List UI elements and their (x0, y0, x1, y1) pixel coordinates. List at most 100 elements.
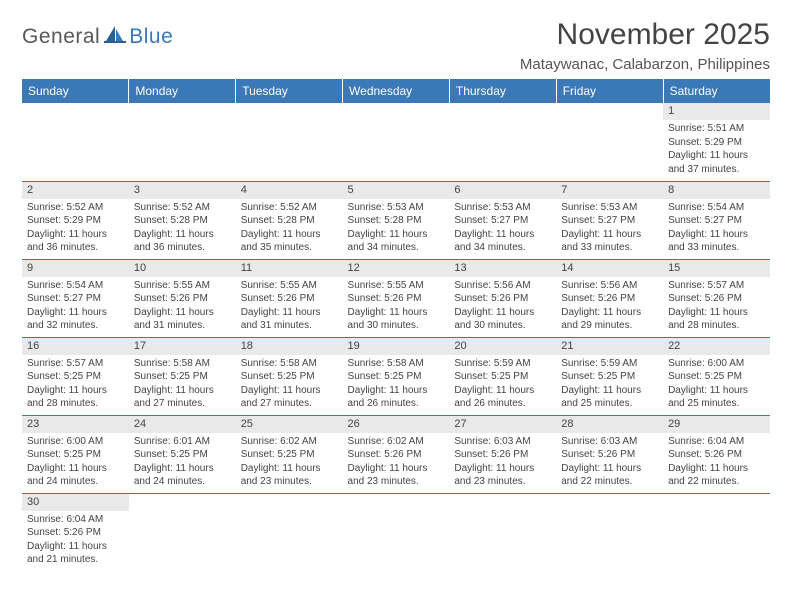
empty-cell (449, 103, 556, 181)
day-details: Sunrise: 6:04 AMSunset: 5:26 PMDaylight:… (663, 433, 770, 492)
weekday-header: Friday (556, 79, 663, 103)
day-number: 11 (236, 260, 343, 277)
day-details: Sunrise: 5:53 AMSunset: 5:27 PMDaylight:… (449, 199, 556, 258)
day-number: 24 (129, 416, 236, 433)
day-number: 25 (236, 416, 343, 433)
empty-cell (129, 103, 236, 181)
calendar-row: 30Sunrise: 6:04 AMSunset: 5:26 PMDayligh… (22, 493, 770, 571)
calendar-row: 9Sunrise: 5:54 AMSunset: 5:27 PMDaylight… (22, 259, 770, 337)
day-number: 19 (343, 338, 450, 355)
location-text: Mataywanac, Calabarzon, Philippines (520, 56, 770, 73)
empty-cell (129, 493, 236, 571)
day-number: 7 (556, 182, 663, 199)
header: General Blue November 2025 Mataywanac, C… (22, 18, 770, 73)
day-cell: 30Sunrise: 6:04 AMSunset: 5:26 PMDayligh… (22, 493, 129, 571)
day-details: Sunrise: 5:52 AMSunset: 5:28 PMDaylight:… (129, 199, 236, 258)
weekday-header: Tuesday (236, 79, 343, 103)
day-details: Sunrise: 5:53 AMSunset: 5:28 PMDaylight:… (343, 199, 450, 258)
weekday-header: Thursday (449, 79, 556, 103)
empty-cell (449, 493, 556, 571)
day-cell: 7Sunrise: 5:53 AMSunset: 5:27 PMDaylight… (556, 181, 663, 259)
day-cell: 4Sunrise: 5:52 AMSunset: 5:28 PMDaylight… (236, 181, 343, 259)
calendar-table: SundayMondayTuesdayWednesdayThursdayFrid… (22, 79, 770, 571)
calendar-body: 1Sunrise: 5:51 AMSunset: 5:29 PMDaylight… (22, 103, 770, 571)
day-cell: 9Sunrise: 5:54 AMSunset: 5:27 PMDaylight… (22, 259, 129, 337)
day-details: Sunrise: 5:56 AMSunset: 5:26 PMDaylight:… (556, 277, 663, 336)
day-cell: 2Sunrise: 5:52 AMSunset: 5:29 PMDaylight… (22, 181, 129, 259)
empty-cell (556, 103, 663, 181)
day-details: Sunrise: 5:55 AMSunset: 5:26 PMDaylight:… (129, 277, 236, 336)
day-details: Sunrise: 5:56 AMSunset: 5:26 PMDaylight:… (449, 277, 556, 336)
title-block: November 2025 Mataywanac, Calabarzon, Ph… (520, 18, 770, 73)
day-number: 2 (22, 182, 129, 199)
empty-cell (343, 493, 450, 571)
day-details: Sunrise: 5:55 AMSunset: 5:26 PMDaylight:… (236, 277, 343, 336)
day-cell: 24Sunrise: 6:01 AMSunset: 5:25 PMDayligh… (129, 415, 236, 493)
day-number: 3 (129, 182, 236, 199)
day-cell: 13Sunrise: 5:56 AMSunset: 5:26 PMDayligh… (449, 259, 556, 337)
day-cell: 5Sunrise: 5:53 AMSunset: 5:28 PMDaylight… (343, 181, 450, 259)
day-details: Sunrise: 5:52 AMSunset: 5:29 PMDaylight:… (22, 199, 129, 258)
day-number: 5 (343, 182, 450, 199)
day-details: Sunrise: 5:58 AMSunset: 5:25 PMDaylight:… (129, 355, 236, 414)
day-number: 20 (449, 338, 556, 355)
day-number: 1 (663, 103, 770, 120)
weekday-header: Wednesday (343, 79, 450, 103)
day-details: Sunrise: 5:52 AMSunset: 5:28 PMDaylight:… (236, 199, 343, 258)
day-number: 23 (22, 416, 129, 433)
day-number: 4 (236, 182, 343, 199)
empty-cell (343, 103, 450, 181)
day-cell: 3Sunrise: 5:52 AMSunset: 5:28 PMDaylight… (129, 181, 236, 259)
day-details: Sunrise: 6:01 AMSunset: 5:25 PMDaylight:… (129, 433, 236, 492)
day-details: Sunrise: 5:58 AMSunset: 5:25 PMDaylight:… (343, 355, 450, 414)
day-cell: 29Sunrise: 6:04 AMSunset: 5:26 PMDayligh… (663, 415, 770, 493)
day-cell: 8Sunrise: 5:54 AMSunset: 5:27 PMDaylight… (663, 181, 770, 259)
day-details: Sunrise: 5:54 AMSunset: 5:27 PMDaylight:… (22, 277, 129, 336)
day-details: Sunrise: 6:04 AMSunset: 5:26 PMDaylight:… (22, 511, 129, 570)
day-number: 26 (343, 416, 450, 433)
day-cell: 11Sunrise: 5:55 AMSunset: 5:26 PMDayligh… (236, 259, 343, 337)
day-details: Sunrise: 5:53 AMSunset: 5:27 PMDaylight:… (556, 199, 663, 258)
calendar-row: 1Sunrise: 5:51 AMSunset: 5:29 PMDaylight… (22, 103, 770, 181)
day-number: 30 (22, 494, 129, 511)
day-number: 15 (663, 260, 770, 277)
day-cell: 25Sunrise: 6:02 AMSunset: 5:25 PMDayligh… (236, 415, 343, 493)
weekday-header: Saturday (663, 79, 770, 103)
day-cell: 12Sunrise: 5:55 AMSunset: 5:26 PMDayligh… (343, 259, 450, 337)
day-details: Sunrise: 5:59 AMSunset: 5:25 PMDaylight:… (556, 355, 663, 414)
day-cell: 10Sunrise: 5:55 AMSunset: 5:26 PMDayligh… (129, 259, 236, 337)
day-cell: 20Sunrise: 5:59 AMSunset: 5:25 PMDayligh… (449, 337, 556, 415)
day-number: 6 (449, 182, 556, 199)
day-cell: 27Sunrise: 6:03 AMSunset: 5:26 PMDayligh… (449, 415, 556, 493)
day-cell: 14Sunrise: 5:56 AMSunset: 5:26 PMDayligh… (556, 259, 663, 337)
day-number: 13 (449, 260, 556, 277)
day-cell: 22Sunrise: 6:00 AMSunset: 5:25 PMDayligh… (663, 337, 770, 415)
day-number: 27 (449, 416, 556, 433)
day-cell: 16Sunrise: 5:57 AMSunset: 5:25 PMDayligh… (22, 337, 129, 415)
day-cell: 21Sunrise: 5:59 AMSunset: 5:25 PMDayligh… (556, 337, 663, 415)
day-number: 22 (663, 338, 770, 355)
empty-cell (22, 103, 129, 181)
day-details: Sunrise: 6:02 AMSunset: 5:25 PMDaylight:… (236, 433, 343, 492)
sail-icon (104, 24, 126, 49)
day-details: Sunrise: 5:51 AMSunset: 5:29 PMDaylight:… (663, 120, 770, 179)
day-details: Sunrise: 5:54 AMSunset: 5:27 PMDaylight:… (663, 199, 770, 258)
day-details: Sunrise: 5:57 AMSunset: 5:25 PMDaylight:… (22, 355, 129, 414)
calendar-row: 23Sunrise: 6:00 AMSunset: 5:25 PMDayligh… (22, 415, 770, 493)
empty-cell (663, 493, 770, 571)
day-number: 17 (129, 338, 236, 355)
page-title: November 2025 (520, 18, 770, 52)
logo: General Blue (22, 18, 173, 49)
logo-text-blue: Blue (129, 25, 173, 49)
day-number: 9 (22, 260, 129, 277)
day-cell: 23Sunrise: 6:00 AMSunset: 5:25 PMDayligh… (22, 415, 129, 493)
calendar-row: 2Sunrise: 5:52 AMSunset: 5:29 PMDaylight… (22, 181, 770, 259)
day-number: 10 (129, 260, 236, 277)
empty-cell (556, 493, 663, 571)
day-number: 16 (22, 338, 129, 355)
logo-text-general: General (22, 25, 100, 49)
day-details: Sunrise: 6:00 AMSunset: 5:25 PMDaylight:… (663, 355, 770, 414)
calendar-row: 16Sunrise: 5:57 AMSunset: 5:25 PMDayligh… (22, 337, 770, 415)
day-details: Sunrise: 5:58 AMSunset: 5:25 PMDaylight:… (236, 355, 343, 414)
day-details: Sunrise: 6:00 AMSunset: 5:25 PMDaylight:… (22, 433, 129, 492)
